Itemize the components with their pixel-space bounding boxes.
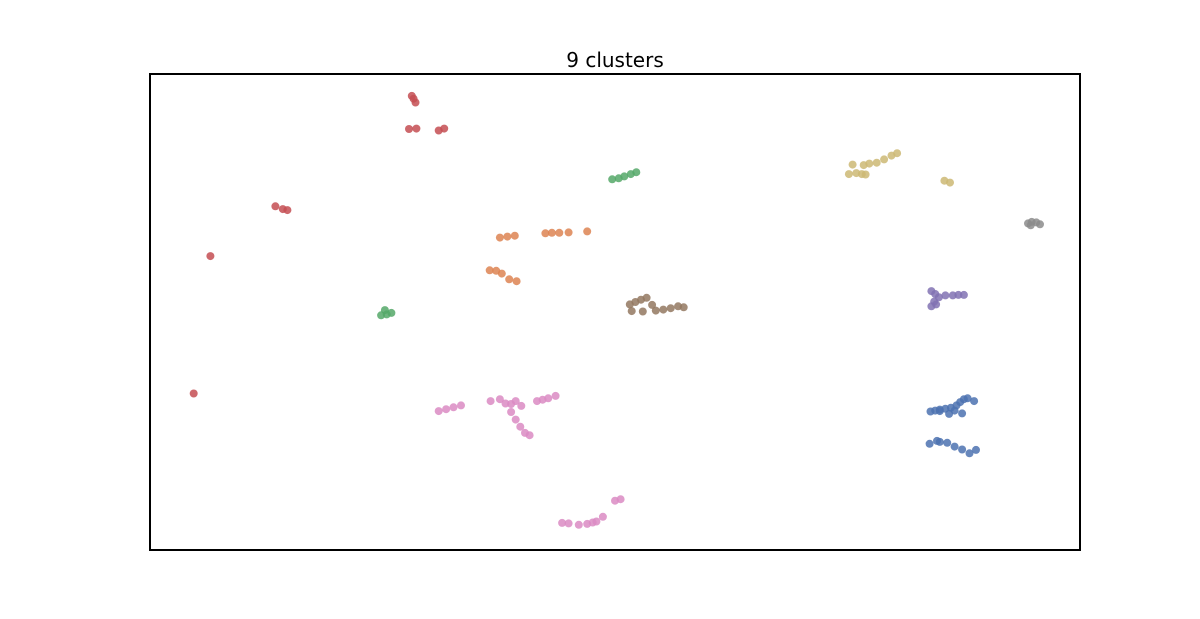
cluster-9-point xyxy=(844,170,853,179)
cluster-3-point xyxy=(632,168,641,177)
cluster-9-point xyxy=(848,160,857,169)
cluster-2-point xyxy=(541,229,550,238)
cluster-2-point xyxy=(512,277,521,286)
cluster-2-point xyxy=(583,227,592,236)
cluster-3-point xyxy=(387,308,396,317)
cluster-1-point xyxy=(972,445,980,454)
cluster-7-point xyxy=(511,415,520,424)
cluster-7-point xyxy=(486,397,495,406)
cluster-2-point xyxy=(510,231,519,240)
cluster-7-point xyxy=(544,394,553,403)
cluster-2-point xyxy=(485,266,494,275)
cluster-1-point xyxy=(933,436,941,445)
cluster-2-point xyxy=(555,228,564,237)
cluster-4-point xyxy=(412,124,421,133)
cluster-4-point xyxy=(411,98,420,107)
cluster-6-point xyxy=(648,300,657,309)
cluster-6-point xyxy=(679,303,688,312)
cluster-7-point xyxy=(574,520,583,529)
cluster-7-point xyxy=(516,422,525,431)
cluster-1-point xyxy=(963,394,972,403)
cluster-1-point xyxy=(935,407,944,416)
cluster-8-point xyxy=(1026,221,1035,230)
cluster-7-point xyxy=(564,519,573,528)
cluster-6-point xyxy=(651,306,660,315)
cluster-5-point xyxy=(954,290,963,299)
cluster-2-point xyxy=(547,228,556,237)
cluster-1-point xyxy=(970,397,979,406)
cluster-9-point xyxy=(861,170,870,179)
cluster-5-point xyxy=(941,291,950,300)
cluster-7-point xyxy=(495,395,504,404)
cluster-7-point xyxy=(507,408,516,416)
cluster-6-point xyxy=(659,305,668,314)
cluster-7-point xyxy=(592,517,601,526)
cluster-7-point xyxy=(434,407,443,416)
cluster-3-point xyxy=(608,175,617,184)
cluster-1-point xyxy=(958,409,967,418)
cluster-2-point xyxy=(564,228,573,237)
cluster-9-point xyxy=(865,159,874,168)
cluster-7-point xyxy=(598,512,607,521)
cluster-4-point xyxy=(189,389,198,398)
points-layer xyxy=(189,91,1044,529)
cluster-4-point xyxy=(407,91,416,100)
cluster-1-point xyxy=(965,449,974,458)
cluster-9-point xyxy=(893,149,902,158)
cluster-3-point xyxy=(380,306,389,315)
cluster-6-point xyxy=(627,307,636,316)
chart-title: 9 clusters xyxy=(566,48,664,72)
axes-frame xyxy=(149,73,1081,551)
cluster-7-point xyxy=(449,403,458,412)
cluster-4-point xyxy=(440,124,449,133)
cluster-7-point xyxy=(616,495,625,504)
cluster-3-point xyxy=(620,172,629,181)
cluster-2-point xyxy=(503,232,512,241)
cluster-6-point xyxy=(666,304,675,313)
cluster-2-point xyxy=(505,275,514,284)
cluster-4-point xyxy=(271,202,280,211)
cluster-9-point xyxy=(872,158,881,167)
cluster-8-point xyxy=(1036,220,1044,229)
cluster-7-point xyxy=(525,431,534,440)
cluster-5-point xyxy=(959,290,968,299)
cluster-7-point xyxy=(551,391,560,400)
cluster-4-point xyxy=(405,125,413,133)
cluster-7-point xyxy=(442,405,451,414)
cluster-4-point xyxy=(283,206,292,215)
cluster-7-point xyxy=(517,401,526,410)
cluster-6-point xyxy=(638,307,647,316)
cluster-9-point xyxy=(880,155,889,164)
cluster-9-point xyxy=(946,178,954,187)
cluster-1-point xyxy=(943,438,952,447)
cluster-1-point xyxy=(958,445,967,454)
cluster-6-point xyxy=(642,293,651,302)
cluster-7-point xyxy=(457,401,465,410)
cluster-2-point xyxy=(495,233,504,242)
cluster-2-point xyxy=(497,269,506,278)
cluster-1-point xyxy=(945,409,954,418)
cluster-1-point xyxy=(950,442,959,451)
cluster-7-point xyxy=(558,518,567,527)
cluster-4-point xyxy=(206,252,215,261)
cluster-5-point xyxy=(930,297,939,306)
cluster-7-point xyxy=(511,397,520,406)
cluster-1-point xyxy=(925,439,934,448)
